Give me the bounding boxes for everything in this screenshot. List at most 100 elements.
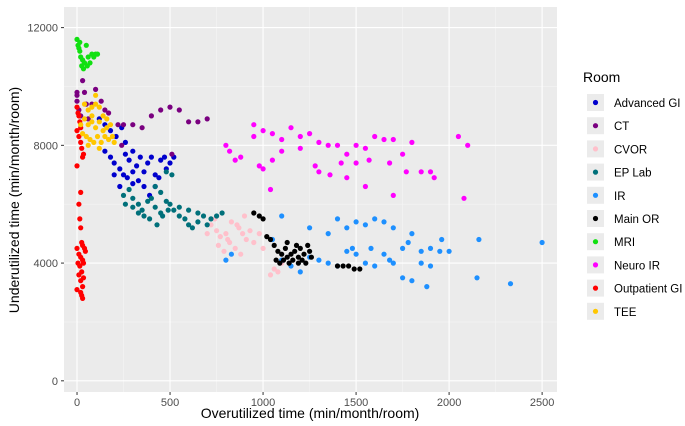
data-point [232, 245, 238, 251]
data-point [325, 260, 331, 266]
data-point [390, 225, 396, 231]
data-points [74, 36, 545, 301]
data-point [78, 278, 84, 284]
data-point [111, 172, 117, 178]
data-point [80, 284, 86, 290]
series-main-or [251, 210, 363, 272]
data-point [269, 131, 275, 137]
x-tick-label: 500 [161, 397, 179, 409]
data-point [279, 213, 285, 219]
data-point [312, 163, 318, 169]
data-point [176, 107, 182, 113]
data-point [241, 213, 248, 219]
legend-swatch [592, 192, 599, 198]
data-point [344, 175, 350, 181]
data-point [107, 122, 114, 128]
data-point [446, 248, 452, 254]
data-point [93, 92, 99, 98]
data-point [141, 169, 147, 175]
data-point [325, 142, 331, 148]
data-point [130, 195, 136, 201]
data-point [346, 263, 352, 269]
data-point [78, 225, 84, 231]
data-point [160, 213, 166, 219]
data-point [238, 154, 244, 160]
data-point [297, 145, 303, 151]
data-point [115, 122, 121, 128]
data-point [122, 201, 128, 207]
data-point [76, 272, 82, 278]
data-point [264, 234, 270, 240]
x-tick-label: 0 [74, 397, 80, 409]
data-point [234, 222, 240, 228]
y-tick-label: 4000 [34, 258, 58, 270]
data-point [147, 216, 153, 222]
data-point [214, 228, 220, 234]
data-point [455, 133, 461, 140]
data-point [344, 248, 350, 254]
data-point [122, 139, 128, 145]
data-point [461, 195, 467, 201]
legend-title: Room [583, 69, 620, 85]
data-point [381, 251, 387, 257]
data-point [474, 275, 480, 281]
data-point [334, 142, 341, 148]
data-point [223, 257, 229, 263]
data-point [228, 251, 234, 257]
data-point [145, 198, 151, 204]
data-point [81, 101, 88, 107]
data-point [316, 257, 322, 263]
data-point [93, 101, 99, 107]
data-point [427, 245, 434, 251]
data-point [418, 260, 424, 266]
data-point [279, 251, 285, 257]
data-point [148, 195, 154, 201]
data-point [362, 183, 368, 190]
legend-item: IR [587, 186, 626, 204]
data-point [161, 154, 168, 160]
data-point [126, 186, 132, 193]
data-point [106, 136, 112, 143]
data-point [308, 254, 314, 260]
data-point [119, 142, 125, 148]
data-point [256, 231, 262, 237]
series-mri [74, 36, 101, 72]
data-point [79, 145, 85, 151]
data-point [122, 151, 128, 157]
data-point [387, 257, 393, 263]
data-point [390, 192, 396, 198]
data-point [167, 104, 173, 110]
data-point [275, 248, 281, 254]
data-point [186, 222, 192, 228]
data-point [280, 257, 287, 263]
grid-minor [64, 7, 557, 392]
data-point [106, 110, 112, 116]
data-point [98, 98, 104, 104]
legend-item: CT [587, 117, 629, 135]
data-point [256, 163, 262, 169]
data-point [195, 210, 201, 216]
data-point [228, 219, 234, 225]
data-point [171, 207, 177, 213]
data-point [351, 266, 357, 272]
data-point [94, 133, 101, 140]
legend-label: CT [614, 121, 629, 133]
data-point [251, 210, 257, 216]
data-point [238, 251, 244, 257]
data-point [439, 236, 445, 243]
y-axis-ticks: 0 4000 8000 12000 [27, 23, 64, 388]
data-point [338, 160, 344, 166]
data-point [77, 48, 83, 54]
data-point [152, 204, 158, 210]
panel-background [64, 7, 557, 392]
data-point [74, 128, 80, 134]
data-point [307, 248, 313, 254]
data-point [186, 119, 192, 125]
data-point [204, 222, 210, 228]
data-point [316, 169, 322, 175]
data-point [424, 284, 430, 290]
data-point [89, 113, 95, 119]
data-point [81, 89, 88, 95]
data-point [98, 139, 104, 145]
data-point [80, 78, 86, 84]
